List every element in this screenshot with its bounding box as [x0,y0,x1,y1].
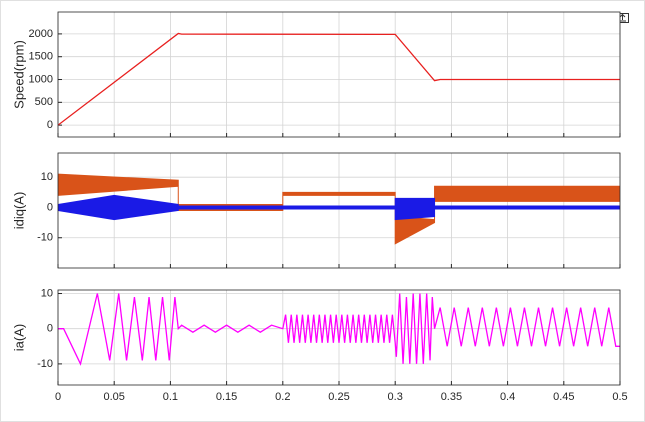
x-tick-label: 0.3 [388,391,403,403]
y-tick-label: 500 [35,96,53,108]
subplot: -10 0 10 idiq(A) [11,152,621,269]
x-tick-label: 0.35 [441,391,462,403]
y-axis-label: ia(A) [11,324,26,351]
x-tick-label: 0.4 [500,391,515,403]
plot-lines [58,293,620,366]
y-axis-label: idiq(A) [11,192,26,230]
axes-box [57,11,621,138]
signal-line [58,32,620,126]
plot-lines [58,32,620,126]
x-tick-label: 0.2 [275,391,290,403]
axes-box [57,289,621,386]
y-tick-label: 0 [47,201,53,213]
signal-line [58,293,620,366]
subplot: 0 0.05 0.1 0.15 0.2 0.25 0.3 0.35 0.4 0.45 0.5 -10 0… [11,287,627,402]
y-tick-label: 2000 [29,28,53,40]
y-tick-label: 1000 [29,73,53,85]
y-tick-label: -10 [37,358,53,370]
x-tick-label: 0.25 [328,391,349,403]
x-tick-label: 0 [55,391,61,403]
x-tick-label: 0.15 [216,391,237,403]
signal-band [58,194,620,221]
x-tick-label: 0.5 [612,391,627,403]
x-tick-label: 0.45 [553,391,574,403]
x-tick-label: 0.1 [163,391,178,403]
plot-lines [58,173,620,245]
y-tick-label: 0 [47,323,53,335]
y-axis-label: Speed(rpm) [11,40,26,109]
axes-box [57,152,621,269]
y-tick-label: -10 [37,232,53,244]
signal-band [58,173,620,245]
x-tick-label: 0.05 [103,391,124,403]
y-tick-label: 1500 [29,51,53,63]
y-tick-label: 0 [47,119,53,131]
y-tick-label: 10 [41,171,53,183]
y-tick-label: 10 [41,287,53,299]
